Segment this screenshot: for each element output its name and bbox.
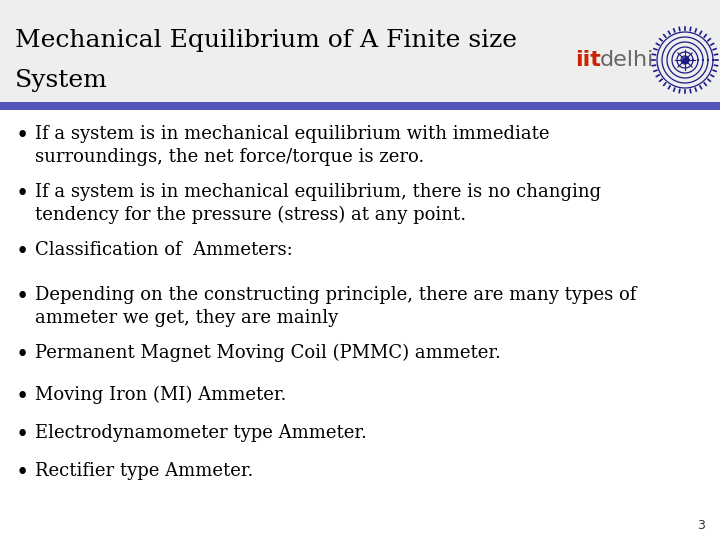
Text: Permanent Magnet Moving Coil (PMMC) ammeter.: Permanent Magnet Moving Coil (PMMC) amme… (35, 344, 501, 362)
Text: •: • (15, 286, 29, 308)
Text: If a system is in mechanical equilibrium with immediate
surroundings, the net fo: If a system is in mechanical equilibrium… (35, 125, 549, 166)
Text: Moving Iron (MI) Ammeter.: Moving Iron (MI) Ammeter. (35, 386, 287, 404)
Text: iit: iit (575, 50, 601, 70)
Polygon shape (590, 430, 720, 540)
Text: Rectifier type Ammeter.: Rectifier type Ammeter. (35, 462, 253, 480)
Bar (0, 0, 720, 105)
Polygon shape (0, 0, 130, 110)
Text: •: • (15, 344, 29, 366)
Text: •: • (15, 462, 29, 484)
Polygon shape (590, 0, 720, 110)
Text: •: • (15, 241, 29, 263)
Text: •: • (15, 183, 29, 205)
Bar (0, 102, 720, 110)
Text: •: • (15, 125, 29, 147)
Text: •: • (15, 386, 29, 408)
Text: •: • (15, 424, 29, 446)
Text: 3: 3 (697, 519, 705, 532)
Text: System: System (15, 69, 108, 91)
Text: If a system is in mechanical equilibrium, there is no changing
tendency for the : If a system is in mechanical equilibrium… (35, 183, 601, 224)
Text: delhi: delhi (600, 50, 654, 70)
Text: Mechanical Equilibrium of A Finite size: Mechanical Equilibrium of A Finite size (15, 29, 517, 51)
Text: Electrodynamometer type Ammeter.: Electrodynamometer type Ammeter. (35, 424, 367, 442)
Text: Depending on the constructing principle, there are many types of
ammeter we get,: Depending on the constructing principle,… (35, 286, 636, 327)
Polygon shape (0, 430, 130, 540)
Bar (0, 110, 720, 540)
Text: Classification of  Ammeters:: Classification of Ammeters: (35, 241, 293, 259)
